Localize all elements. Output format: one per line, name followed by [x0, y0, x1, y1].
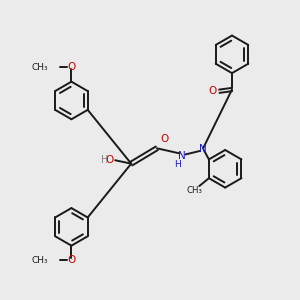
- Text: N: N: [199, 144, 206, 154]
- Text: CH₃: CH₃: [32, 63, 49, 72]
- Text: O: O: [67, 62, 76, 72]
- Text: CH₃: CH₃: [186, 186, 202, 195]
- Text: H: H: [101, 155, 108, 165]
- Text: H: H: [174, 160, 181, 169]
- Text: O: O: [105, 155, 113, 165]
- Text: CH₃: CH₃: [32, 256, 49, 265]
- Text: O: O: [67, 255, 76, 265]
- Text: O: O: [160, 134, 169, 144]
- Text: O: O: [208, 86, 217, 96]
- Text: N: N: [178, 151, 186, 161]
